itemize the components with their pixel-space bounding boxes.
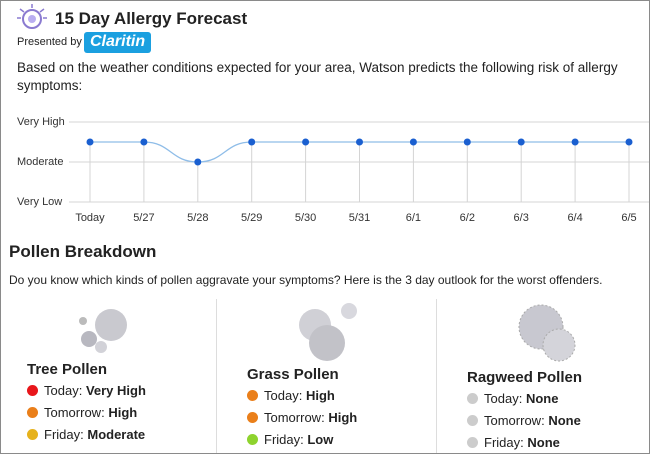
day-label: Tomorrow:	[484, 413, 545, 428]
pollen-row: Friday: None	[467, 435, 560, 450]
pollen-row: Today: High	[247, 388, 335, 403]
level-dot	[247, 390, 258, 401]
sponsor-logo[interactable]: Claritin	[84, 32, 152, 53]
pollen-row: Tomorrow: None	[467, 413, 581, 428]
level-value: High	[305, 388, 335, 403]
point	[302, 138, 310, 146]
pollen-row: Today: Very High	[27, 383, 146, 398]
point	[140, 138, 148, 146]
day-label: Tomorrow:	[44, 405, 105, 420]
level-value: High	[108, 405, 138, 420]
day-label: Friday:	[264, 432, 304, 447]
point	[194, 158, 202, 166]
pollen-name: Ragweed Pollen	[467, 369, 583, 386]
watson-icon	[17, 4, 47, 29]
day-label: Friday:	[484, 435, 524, 450]
x-tick-label: 5/30	[295, 212, 316, 224]
point	[86, 138, 94, 146]
pollen-row: Tomorrow: High	[27, 405, 137, 420]
level-value: None	[527, 435, 560, 450]
pollen-description: Do you know which kinds of pollen aggrav…	[9, 273, 603, 287]
point	[517, 138, 525, 146]
level-dot	[247, 434, 258, 445]
pollen-row: Today: None	[467, 391, 558, 406]
description: Based on the weather conditions expected…	[17, 60, 618, 93]
x-tick-label: 6/4	[567, 212, 582, 224]
point	[356, 138, 363, 146]
x-tick-label: 5/31	[349, 212, 370, 224]
level-value: None	[525, 391, 559, 406]
level-dot	[27, 407, 38, 418]
x-tick-label: 5/27	[133, 212, 154, 224]
pollen-row: Friday: Low	[247, 432, 333, 447]
presented-by: Presented by	[17, 36, 82, 48]
x-tick-label: 6/3	[514, 212, 529, 224]
y-tick-label: Very Low	[17, 196, 62, 208]
pollen-name: Tree Pollen	[27, 361, 108, 378]
pollen-name: Grass Pollen	[247, 366, 339, 383]
pollen-row: Friday: Moderate	[27, 427, 145, 442]
level-value: Very High	[85, 383, 146, 398]
day-label: Today:	[44, 383, 83, 398]
level-value: High	[328, 410, 358, 425]
pollen-title: Pollen Breakdown	[9, 242, 157, 261]
x-tick-label: Today	[75, 212, 105, 224]
day-label: Today:	[484, 391, 523, 406]
level-dot	[27, 429, 38, 440]
separator	[436, 299, 437, 453]
point	[571, 138, 579, 146]
ragweed-pollen-image	[518, 304, 576, 362]
x-tick-label: 5/28	[187, 212, 208, 224]
day-label: Friday:	[44, 427, 84, 442]
grass-pollen-image	[299, 303, 357, 361]
level-dot	[27, 385, 38, 396]
title: 15 Day Allergy Forecast	[55, 9, 248, 28]
x-tick-label: 6/5	[621, 212, 636, 224]
y-tick-label: Very High	[17, 116, 65, 128]
level-dot	[467, 393, 478, 404]
point	[625, 138, 633, 146]
level-dot	[467, 415, 478, 426]
level-value: Moderate	[87, 427, 146, 442]
point	[409, 138, 417, 146]
chart: Very High Moderate Very Low Today 5/27 5/28 5/…	[17, 116, 649, 224]
y-tick-label: Moderate	[17, 156, 63, 168]
level-dot	[467, 437, 478, 448]
level-value: Low	[307, 432, 334, 447]
tree-pollen-image	[79, 309, 127, 353]
x-tick-label: 6/1	[406, 212, 421, 224]
day-label: Tomorrow:	[264, 410, 325, 425]
point	[463, 138, 471, 146]
level-value: None	[548, 413, 581, 428]
x-tick-label: 6/2	[460, 212, 475, 224]
day-label: Today:	[264, 388, 303, 403]
level-dot	[247, 412, 258, 423]
x-tick-label: 5/29	[241, 212, 262, 224]
point	[248, 138, 256, 146]
pollen-row: Tomorrow: High	[247, 410, 357, 425]
separator	[216, 299, 217, 453]
